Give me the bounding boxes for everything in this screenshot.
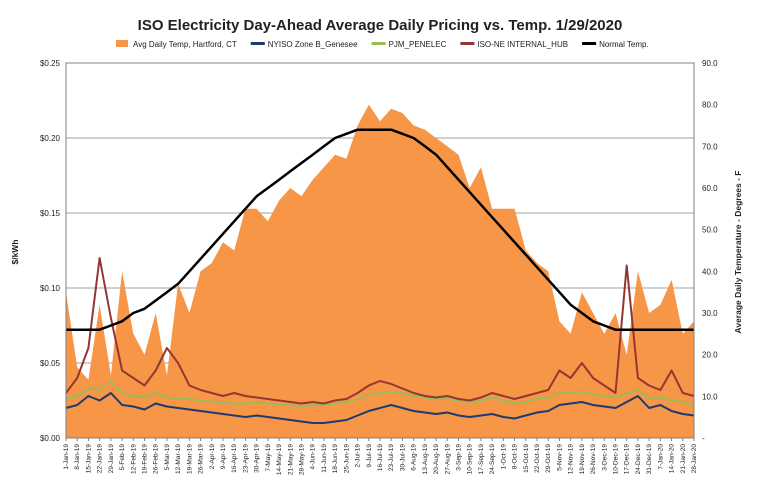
- y-right-tick-label: -: [702, 434, 705, 443]
- x-tick-label: 23-Jul-19: [388, 444, 395, 471]
- x-tick-label: 5-Feb-19: [119, 444, 126, 471]
- x-tick-label: 5-Nov-19: [556, 444, 563, 471]
- x-tick-label: 14-Jan-20: [669, 444, 676, 474]
- y-right-tick-label: 90.0: [702, 59, 718, 68]
- x-tick-label: 26-Feb-19: [153, 444, 160, 474]
- x-tick-label: 12-Feb-19: [130, 444, 137, 474]
- x-tick-label: 26-Nov-19: [590, 444, 597, 475]
- x-tick-label: 16-Apr-19: [231, 444, 238, 473]
- x-tick-label: 15-Oct-19: [523, 444, 530, 473]
- x-tick-label: 6-Aug-19: [411, 444, 418, 471]
- y-left-tick-label: $0.05: [40, 359, 61, 368]
- x-tick-label: 8-Jan-19: [74, 444, 81, 470]
- x-tick-label: 16-Jul-19: [377, 444, 384, 471]
- y-right-tick-label: 70.0: [702, 142, 718, 151]
- x-tick-label: 17-Sep-19: [478, 444, 485, 475]
- x-tick-label: 18-Jun-19: [332, 444, 339, 474]
- x-tick-label: 11-Jun-19: [321, 444, 328, 473]
- x-tick-label: 20-Aug-19: [433, 444, 440, 475]
- x-tick-label: 3-Sep-19: [456, 444, 463, 471]
- x-tick-label: 28-Jan-20: [691, 444, 698, 474]
- legend-label: NYISO Zone B_Genesee: [268, 40, 358, 49]
- x-tick-label: 26-Mar-19: [198, 444, 205, 474]
- x-tick-label: 22-Jan-19: [97, 444, 104, 474]
- x-tick-label: 21-May-19: [287, 444, 294, 475]
- x-tick-label: 19-Nov-19: [579, 444, 586, 475]
- legend-label: Avg Daily Temp, Hartford, CT: [133, 40, 237, 49]
- legend-label: PJM_PENELEC: [389, 40, 447, 49]
- x-tick-label: 7-Jan-20: [657, 444, 664, 470]
- chart-title: ISO Electricity Day-Ahead Average Daily …: [138, 17, 623, 34]
- y-right-tick-label: 30.0: [702, 309, 718, 318]
- y-axis-left-label: $/kWh: [10, 239, 20, 264]
- x-tick-label: 2-Apr-19: [209, 444, 216, 470]
- x-tick-label: 24-Sep-19: [489, 444, 496, 475]
- x-tick-label: 4-Jun-19: [310, 444, 317, 470]
- x-tick-label: 3-Dec-19: [601, 444, 608, 471]
- x-tick-label: 10-Dec-19: [613, 444, 620, 475]
- x-tick-label: 13-Aug-19: [422, 444, 429, 475]
- y-left-tick-label: $0.10: [40, 284, 61, 293]
- x-tick-label: 7-May-19: [265, 444, 272, 472]
- x-tick-label: 12-Mar-19: [175, 444, 182, 474]
- x-tick-label: 29-Oct-19: [545, 444, 552, 473]
- y-right-tick-label: 50.0: [702, 226, 718, 235]
- x-tick-label: 10-Sep-19: [467, 444, 474, 475]
- x-tick-label: 29-Jan-19: [108, 444, 115, 474]
- legend-swatch: [116, 40, 128, 47]
- y-right-tick-label: 40.0: [702, 267, 718, 276]
- x-tick-label: 15-Jan-19: [85, 444, 92, 474]
- x-tick-label: 9-Jul-19: [366, 444, 373, 468]
- legend-label: Normal Temp.: [599, 40, 649, 49]
- x-tick-label: 23-Apr-19: [242, 444, 249, 473]
- y-left-tick-label: $0.15: [40, 209, 61, 218]
- x-tick-label: 14-May-19: [276, 444, 283, 475]
- y-axis-right-label: Average Daily Temperature - Degrees - F: [733, 171, 743, 334]
- series-area-avg-temp: [66, 104, 694, 438]
- x-tick-label: 19-Mar-19: [186, 444, 193, 474]
- y-right-tick-label: 80.0: [702, 101, 718, 110]
- x-tick-label: 9-Apr-19: [220, 444, 227, 470]
- x-tick-label: 21-Jan-20: [680, 444, 687, 474]
- x-tick-label: 2-Jul-19: [355, 444, 362, 468]
- legend-label: ISO-NE INTERNAL_HUB: [477, 40, 568, 49]
- y-right-tick-label: 20.0: [702, 351, 718, 360]
- x-tick-label: 12-Nov-19: [568, 444, 575, 475]
- x-tick-label: 22-Oct-19: [534, 444, 541, 473]
- x-tick-label: 30-Apr-19: [254, 444, 261, 473]
- x-tick-label: 27-Aug-19: [444, 444, 451, 475]
- y-left-tick-label: $0.25: [40, 59, 61, 68]
- series-line-3: [65, 257, 695, 405]
- x-tick-label: 25-Jun-19: [343, 444, 350, 474]
- legend: Avg Daily Temp, Hartford, CT NYISO Zone B…: [116, 40, 649, 49]
- y-left-tick-label: $0.20: [40, 134, 61, 143]
- series-line-1: [65, 392, 695, 424]
- x-tick-label: 31-Dec-19: [646, 444, 653, 475]
- x-tick-label: 19-Feb-19: [142, 444, 149, 474]
- x-tick-label: 30-Jul-19: [399, 444, 406, 471]
- x-tick-label: 8-Oct-19: [512, 444, 519, 470]
- series-line-2: [65, 380, 695, 408]
- y-right-tick-label: 10.0: [702, 392, 718, 401]
- x-tick-label: 17-Dec-19: [624, 444, 631, 475]
- x-tick-label: 1-Oct-19: [500, 444, 507, 470]
- x-tick-label: 24-Dec-19: [635, 444, 642, 475]
- x-tick-label: 1-Jan-19: [63, 444, 70, 470]
- plot-area: [65, 104, 695, 438]
- y-right-tick-label: 60.0: [702, 184, 718, 193]
- x-tick-label: 5-Mar-19: [164, 444, 171, 471]
- axes: $0.00 $0.05 $0.10 $0.15 $0.20 $0.25 - 10.0 20.0 3…: [40, 59, 718, 475]
- y-left-tick-label: $0.00: [40, 434, 61, 443]
- x-tick-label: 28-May-19: [299, 444, 306, 475]
- series-line-4: [66, 128, 694, 331]
